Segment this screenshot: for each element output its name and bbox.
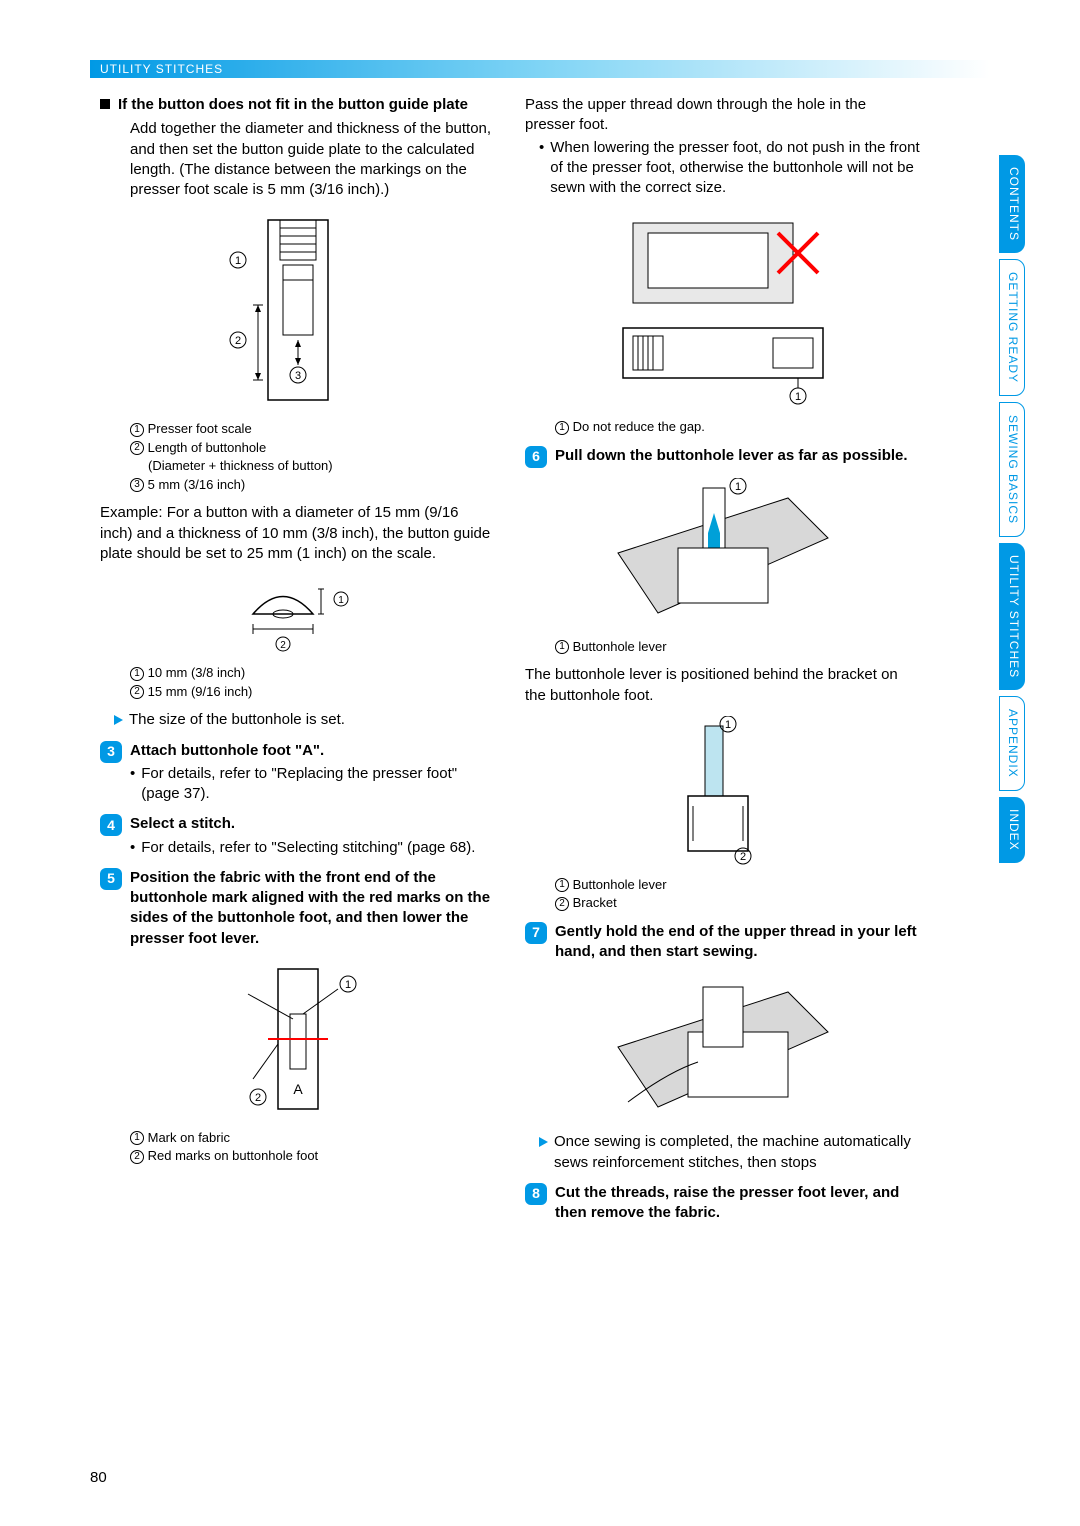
triangle-icon <box>114 715 123 725</box>
step-8: 8 Cut the threads, raise the presser foo… <box>525 1183 920 1224</box>
diagramA-callouts: 1 Do not reduce the gap. <box>555 418 920 436</box>
result-note-7: Once sewing is completed, the machine au… <box>539 1132 920 1173</box>
left-column: If the button does not fit in the button… <box>100 95 495 1466</box>
svg-text:1: 1 <box>234 255 240 267</box>
step-title: Pull down the buttonhole lever as far as… <box>555 446 920 466</box>
svg-text:2: 2 <box>280 640 286 651</box>
svg-text:2: 2 <box>739 851 745 863</box>
tab-utility-stitches[interactable]: UTILITY STITCHES <box>999 543 1025 690</box>
section-title: UTILITY STITCHES <box>100 62 223 76</box>
step-5: 5 Position the fabric with the front end… <box>100 868 495 949</box>
step-number-badge: 5 <box>100 868 122 890</box>
svg-text:A: A <box>293 1081 303 1097</box>
main-content: If the button does not fit in the button… <box>100 95 920 1466</box>
svg-text:1: 1 <box>344 979 350 991</box>
page-number: 80 <box>90 1469 107 1486</box>
step-number-badge: 8 <box>525 1183 547 1205</box>
diagram-presser-foot-scale: 1 2 3 <box>100 210 495 410</box>
step-number-badge: 4 <box>100 814 122 836</box>
step-title: Position the fabric with the front end o… <box>130 868 495 949</box>
diagram-presser-foot-wrong: 1 <box>525 208 920 408</box>
example-paragraph: Example: For a button with a diameter of… <box>100 503 495 564</box>
tab-getting-ready[interactable]: GETTING READY <box>999 259 1025 396</box>
side-navigation-tabs: CONTENTS GETTING READY SEWING BASICS UTI… <box>999 155 1025 863</box>
svg-text:1: 1 <box>338 595 344 606</box>
tab-contents[interactable]: CONTENTS <box>999 155 1025 253</box>
intro-bullet: When lowering the presser foot, do not p… <box>550 138 920 199</box>
diagram1-callouts: 1 Presser foot scale 2 Length of buttonh… <box>130 420 495 493</box>
diagram2-callouts: 1 10 mm (3/8 inch) 2 15 mm (9/16 inch) <box>130 664 495 700</box>
diagram-buttonhole-lever-bracket: 1 2 <box>525 716 920 866</box>
step-title: Gently hold the end of the upper thread … <box>555 922 920 963</box>
step-7: 7 Gently hold the end of the upper threa… <box>525 922 920 963</box>
step-title: Attach buttonhole foot "A". <box>130 741 495 761</box>
triangle-icon <box>539 1137 548 1147</box>
step-number-badge: 7 <box>525 922 547 944</box>
step-6: 6 Pull down the buttonhole lever as far … <box>525 446 920 468</box>
step-4: 4 Select a stitch. •For details, refer t… <box>100 814 495 858</box>
sub-heading-text: If the button does not fit in the button… <box>118 95 468 115</box>
step-title: Select a stitch. <box>130 814 495 834</box>
svg-text:2: 2 <box>234 335 240 347</box>
svg-text:2: 2 <box>254 1092 260 1104</box>
diagram-position-fabric: A 1 2 <box>100 959 495 1119</box>
right-column: Pass the upper thread down through the h… <box>525 95 920 1466</box>
step-3: 3 Attach buttonhole foot "A". •For detai… <box>100 741 495 805</box>
svg-text:1: 1 <box>724 719 730 731</box>
intro-text: Pass the upper thread down through the h… <box>525 95 920 136</box>
svg-text:1: 1 <box>734 481 740 493</box>
diagram6-callouts: 1 Buttonhole lever <box>555 638 920 656</box>
svg-text:3: 3 <box>294 370 300 382</box>
diagram6b-callouts: 1 Buttonhole lever 2 Bracket <box>555 876 920 912</box>
square-bullet-icon <box>100 99 110 109</box>
tab-appendix[interactable]: APPENDIX <box>999 696 1025 791</box>
sub-heading: If the button does not fit in the button… <box>100 95 495 115</box>
result-note: The size of the buttonhole is set. <box>114 710 495 730</box>
step-title: Cut the threads, raise the presser foot … <box>555 1183 920 1224</box>
tab-index[interactable]: INDEX <box>999 797 1025 863</box>
diagram5-callouts: 1 Mark on fabric 2 Red marks on buttonho… <box>130 1129 495 1165</box>
sub-heading-body: Add together the diameter and thickness … <box>130 119 495 200</box>
manual-page: UTILITY STITCHES If the button does not … <box>0 0 1080 1526</box>
step-number-badge: 3 <box>100 741 122 763</box>
section-header-bar: UTILITY STITCHES <box>90 60 990 78</box>
step-number-badge: 6 <box>525 446 547 468</box>
tab-sewing-basics[interactable]: SEWING BASICS <box>999 402 1025 537</box>
diagram-button-dimensions: 1 2 <box>100 574 495 654</box>
diagram-start-sewing <box>525 972 920 1122</box>
diagram-buttonhole-lever-pull: 1 <box>525 478 920 628</box>
after-step6-text: The buttonhole lever is positioned behin… <box>525 665 920 706</box>
svg-text:1: 1 <box>794 391 800 403</box>
